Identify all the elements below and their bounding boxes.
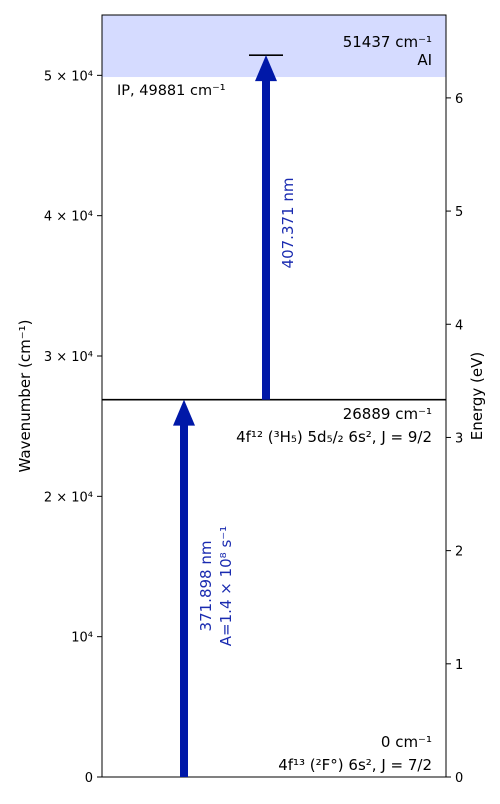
transition-arrow-2 — [255, 55, 277, 400]
transition-1-rate-label: A=1.4 × 10⁸ s⁻¹ — [217, 526, 235, 646]
transition-2-wavelength-label: 407.371 nm — [279, 178, 297, 269]
level-top-energy-label: 51437 cm⁻¹ — [343, 33, 432, 51]
level-ground-energy-label: 0 cm⁻¹ — [381, 733, 432, 751]
left-tick-label: 10⁴ — [71, 631, 93, 646]
right-axis-label: Energy (eV) — [468, 352, 486, 440]
ionization-potential-label: IP, 49881 cm⁻¹ — [117, 83, 226, 99]
left-tick-label: 4 × 10⁴ — [44, 210, 93, 225]
level-top-config-label: AI — [417, 51, 432, 69]
left-tick-label: 0 — [85, 771, 93, 786]
right-tick-label: 3 — [455, 431, 463, 446]
transition-arrows — [173, 55, 277, 777]
level-ground-config-label: 4f¹³ (²F°) 6s², J = 7/2 — [278, 756, 432, 774]
left-tick-label: 3 × 10⁴ — [44, 350, 93, 365]
transition-1-wavelength-label: 371.898 nm — [197, 541, 215, 632]
right-tick-label: 2 — [455, 545, 463, 560]
right-tick-label: 1 — [455, 658, 463, 673]
right-tick-label: 4 — [455, 318, 463, 333]
level-mid-energy-label: 26889 cm⁻¹ — [343, 405, 432, 423]
left-tick-label: 5 × 10⁴ — [44, 69, 93, 84]
level-mid-config-label: 4f¹² (³H₅) 5d₅/₂ 6s², J = 9/2 — [236, 428, 432, 446]
level-lines — [102, 54, 446, 401]
transition-arrow-1 — [173, 399, 195, 777]
right-tick-label: 5 — [455, 205, 463, 220]
right-axis-ticks: 0 1 2 3 4 5 6 — [446, 92, 463, 786]
ionization-continuum-region — [102, 15, 446, 78]
right-tick-label: 6 — [455, 92, 463, 107]
left-axis-label: Wavenumber (cm⁻¹) — [16, 320, 34, 473]
left-axis-ticks: 0 10⁴ 2 × 10⁴ 3 × 10⁴ 4 × 10⁴ 5 × 10⁴ — [44, 69, 102, 786]
left-tick-label: 2 × 10⁴ — [44, 490, 93, 505]
right-tick-label: 0 — [455, 771, 463, 786]
plot-frame — [101, 14, 447, 778]
